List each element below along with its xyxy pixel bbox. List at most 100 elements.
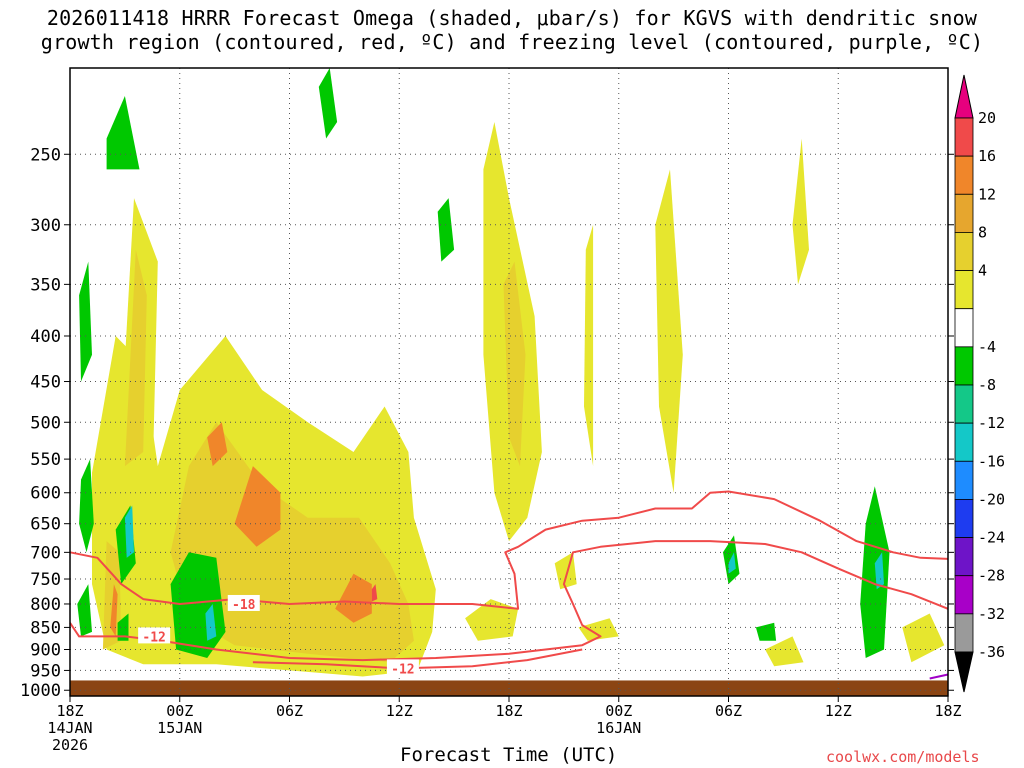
x-tick-label: 15JAN (157, 719, 202, 737)
colorbar-swatch (954, 575, 974, 615)
y-tick-label: 550 (30, 450, 61, 470)
colorbar-label: -16 (978, 452, 1005, 470)
colorbar-label: -8 (978, 376, 996, 394)
colorbar-swatch (954, 537, 974, 577)
y-tick-label: 850 (30, 618, 61, 638)
contour-line (929, 673, 949, 680)
omega-region (765, 636, 804, 667)
contour-line (252, 648, 583, 670)
omega-region (124, 505, 134, 558)
colorbar-label: 12 (978, 185, 996, 203)
colorbar-swatch (954, 117, 974, 157)
omega-region (79, 459, 94, 553)
colorbar-swatch (954, 155, 974, 195)
y-tick-label: 1000 (20, 681, 61, 701)
y-tick-label: 350 (30, 275, 61, 295)
colorbar-swatch (954, 499, 974, 538)
colorbar-swatch (954, 346, 974, 386)
contour-label: -12 (391, 662, 414, 677)
omega-region (728, 552, 736, 574)
colorbar-label: 4 (978, 262, 987, 280)
omega-region (902, 613, 945, 663)
y-tick-label: 800 (30, 595, 61, 615)
y-tick-label: 650 (30, 515, 61, 535)
omega-region (110, 584, 118, 637)
colorbar-swatch (954, 613, 974, 653)
x-tick-label: 18Z (934, 702, 961, 720)
title-line-2: growth region (contoured, red, ºC) and f… (40, 30, 984, 54)
colorbar-label: 8 (978, 223, 987, 241)
omega-region (503, 261, 526, 467)
colorbar-swatch (954, 232, 974, 271)
chart-title: 2026011418 HRRR Forecast Omega (shaded, … (0, 6, 1024, 54)
omega-region (207, 422, 228, 467)
x-axis-label: Forecast Time (UTC) (400, 744, 618, 766)
x-tick-label: 12Z (825, 702, 852, 720)
omega-region (205, 604, 217, 641)
colorbar-top-triangle (954, 74, 974, 119)
title-line-1: 2026011418 HRRR Forecast Omega (shaded, … (46, 6, 978, 30)
omega-region (860, 486, 890, 658)
contour-line (69, 540, 949, 662)
contour-line (69, 490, 949, 610)
y-tick-label: 950 (30, 661, 61, 681)
temperature-contours: -18 -12 -12 (69, 490, 949, 680)
omega-region (584, 224, 594, 467)
colorbar-swatch (954, 308, 974, 348)
omega-region (792, 138, 809, 285)
y-tick-label: 400 (30, 327, 61, 347)
contour-label-bg (138, 627, 171, 644)
y-tick-label: 450 (30, 373, 61, 393)
omega-region (437, 198, 455, 262)
colorbar-swatch (954, 270, 974, 310)
x-tick-label: 12Z (386, 702, 413, 720)
colorbar-label: -12 (978, 414, 1005, 432)
contour-label-bg (227, 594, 260, 611)
colorbar-swatch (954, 460, 974, 500)
omega-region (234, 466, 281, 547)
colorbar-bottom-triangle (954, 651, 974, 693)
contour-label: -18 (232, 598, 256, 613)
omega-region (79, 261, 92, 382)
colorbar-label: 20 (978, 109, 996, 127)
omega-region (655, 169, 683, 493)
colorbar: 20 16 12 8 4 -4 -8 -12 -16 -20 -24 -28 -32 -36 (954, 74, 1005, 693)
y-tick-label: 500 (30, 413, 61, 433)
omega-region (124, 249, 147, 467)
omega-region (874, 552, 884, 590)
colorbar-label: -36 (978, 643, 1005, 661)
omega-region (335, 573, 372, 623)
colorbar-swatch (954, 384, 974, 424)
y-tick-label: 300 (30, 216, 61, 236)
omega-region (77, 584, 92, 637)
contour-label: -12 (142, 630, 165, 645)
x-tick-label: 18Z (56, 702, 83, 720)
colorbar-swatch (954, 193, 974, 233)
x-tick-label: 18Z (495, 702, 522, 720)
colorbar-label: -4 (978, 338, 996, 356)
colorbar-swatch (954, 422, 974, 462)
y-tick-label: 750 (30, 570, 61, 590)
y-tick-label: 900 (30, 641, 61, 661)
x-tick-label: 06Z (715, 702, 742, 720)
x-tick-label: 16JAN (596, 719, 641, 737)
omega-region (117, 613, 129, 641)
y-tick-label: 700 (30, 543, 61, 563)
x-tick-label: 14JAN (47, 719, 92, 737)
x-tick-label: 06Z (276, 702, 303, 720)
colorbar-label: -28 (978, 567, 1005, 585)
x-tick-label: 2026 (52, 736, 88, 754)
x-tick-label: 00Z (166, 702, 193, 720)
colorbar-label: 16 (978, 147, 996, 165)
colorbar-label: -24 (978, 529, 1005, 547)
credit-text: coolwx.com/models (826, 748, 980, 766)
omega-region (106, 96, 140, 170)
omega-region (371, 584, 378, 602)
x-tick-label: 00Z (605, 702, 632, 720)
omega-region (578, 618, 619, 641)
omega-region (465, 599, 519, 641)
contour-label-bg (386, 659, 419, 676)
y-tick-label: 250 (30, 145, 61, 165)
